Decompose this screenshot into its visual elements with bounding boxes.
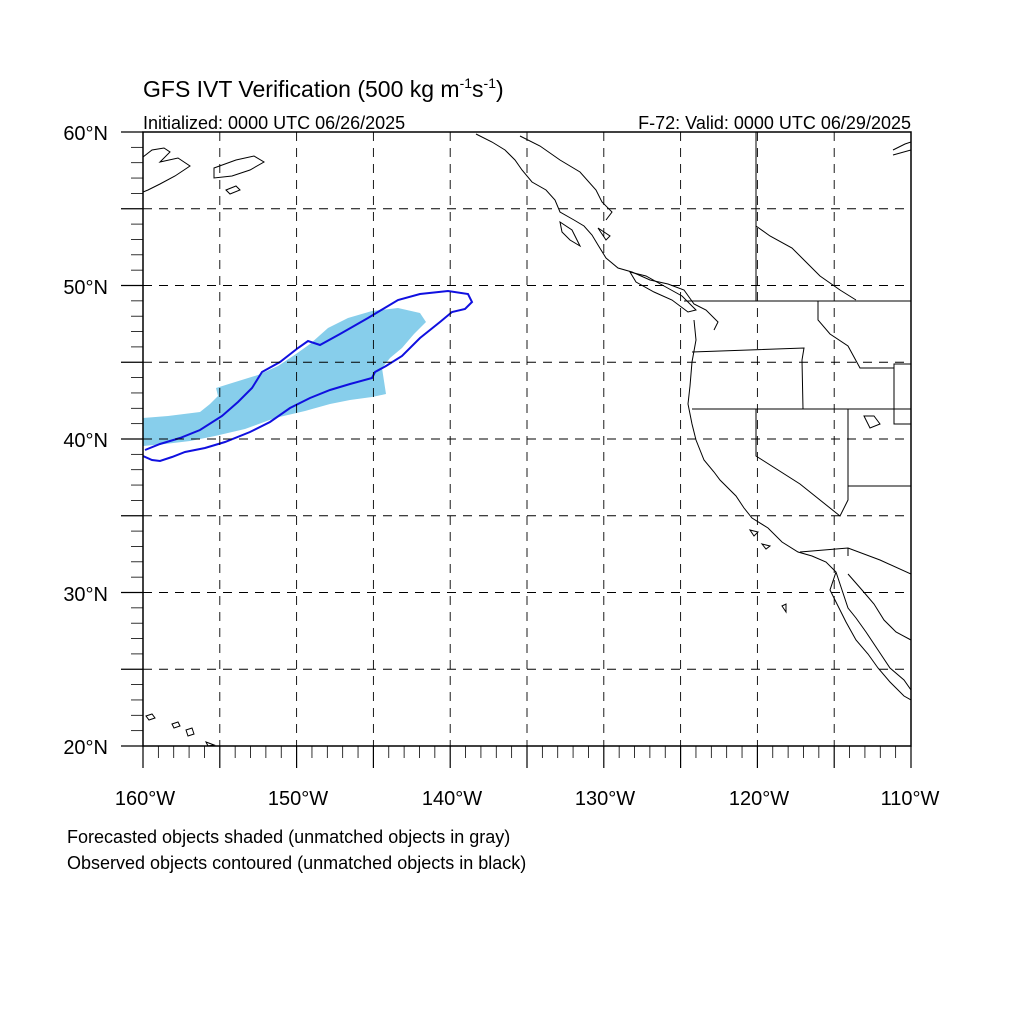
lat-label: 20°N — [63, 737, 108, 759]
lon-label: 120°W — [729, 788, 789, 810]
observed-object-contour — [143, 289, 474, 463]
lon-label: 160°W — [115, 788, 175, 810]
lon-label: 130°W — [575, 788, 635, 810]
lon-label: 150°W — [268, 788, 328, 810]
axis-ticks — [121, 131, 912, 768]
chart-title: GFS IVT Verification (500 kg m-1s-1) — [143, 75, 504, 102]
lon-axis-labels: 160°W 150°W 140°W 130°W 120°W 110°W — [115, 788, 940, 810]
forecast-object-shaded — [143, 308, 426, 446]
valid-time-label: F-72: Valid: 0000 UTC 06/29/2025 — [638, 113, 911, 133]
legend-observed-note: Observed objects contoured (unmatched ob… — [67, 853, 526, 873]
lat-label: 40°N — [63, 430, 108, 452]
lon-label: 140°W — [422, 788, 482, 810]
lat-label: 60°N — [63, 123, 108, 145]
lat-label: 30°N — [63, 584, 108, 606]
init-time-label: Initialized: 0000 UTC 06/26/2025 — [143, 113, 405, 133]
lon-label: 110°W — [881, 788, 940, 810]
legend-forecast-note: Forecasted objects shaded (unmatched obj… — [67, 827, 510, 847]
lat-axis-labels: 60°N 50°N 40°N 30°N 20°N — [63, 123, 108, 759]
graticule-grid — [143, 132, 911, 746]
lat-label: 50°N — [63, 277, 108, 299]
